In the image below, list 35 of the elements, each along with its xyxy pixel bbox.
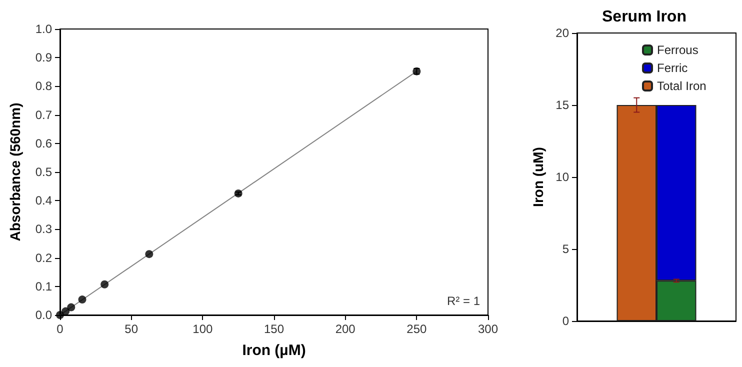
y-tick-label: 0.8 <box>35 79 52 94</box>
y-tick-label: 0.3 <box>35 222 52 236</box>
annotation: R² = 1 <box>446 294 480 308</box>
y-tick-label: 0.6 <box>35 136 52 150</box>
y-tick-label: 0.9 <box>35 50 52 65</box>
y-tick-label: 10 <box>556 170 570 184</box>
point <box>78 296 86 304</box>
y-tick-label: 20 <box>556 26 570 40</box>
x-tick-label: 150 <box>264 322 284 336</box>
y-tick-label: 5 <box>562 242 570 256</box>
y-tick-label: 0.7 <box>35 108 52 122</box>
y-tick-label: 0.0 <box>35 308 52 322</box>
x-axis-title: Iron (µM) <box>242 342 306 359</box>
y-tick-label: 0.4 <box>35 194 52 208</box>
x-tick-label: 50 <box>124 322 138 336</box>
legend-label: Total Iron <box>657 79 706 93</box>
legend-label: Ferric <box>657 61 688 75</box>
x-tick-label: 200 <box>335 322 356 336</box>
y-tick-label: 0.5 <box>35 165 52 179</box>
x-tick-label: 250 <box>406 322 427 336</box>
y-axis-title: Iron (uM) <box>530 147 546 207</box>
point <box>62 307 70 316</box>
point <box>145 250 154 258</box>
x-tick-label: 100 <box>192 322 213 336</box>
point <box>100 280 109 288</box>
x-tick-label: 300 <box>478 322 498 336</box>
chart-title: Serum Iron <box>602 8 686 26</box>
point <box>67 303 76 312</box>
y-tick-label: 1.0 <box>35 22 52 36</box>
x-tick-label: 0 <box>56 322 64 336</box>
y-axis-title: Absorbance (560nm) <box>7 102 23 242</box>
legend-label: Ferrous <box>657 43 698 57</box>
y-tick-label: 0.2 <box>35 250 52 265</box>
y-tick-label: 15 <box>556 98 570 112</box>
y-tick-label: 0.1 <box>35 279 52 294</box>
